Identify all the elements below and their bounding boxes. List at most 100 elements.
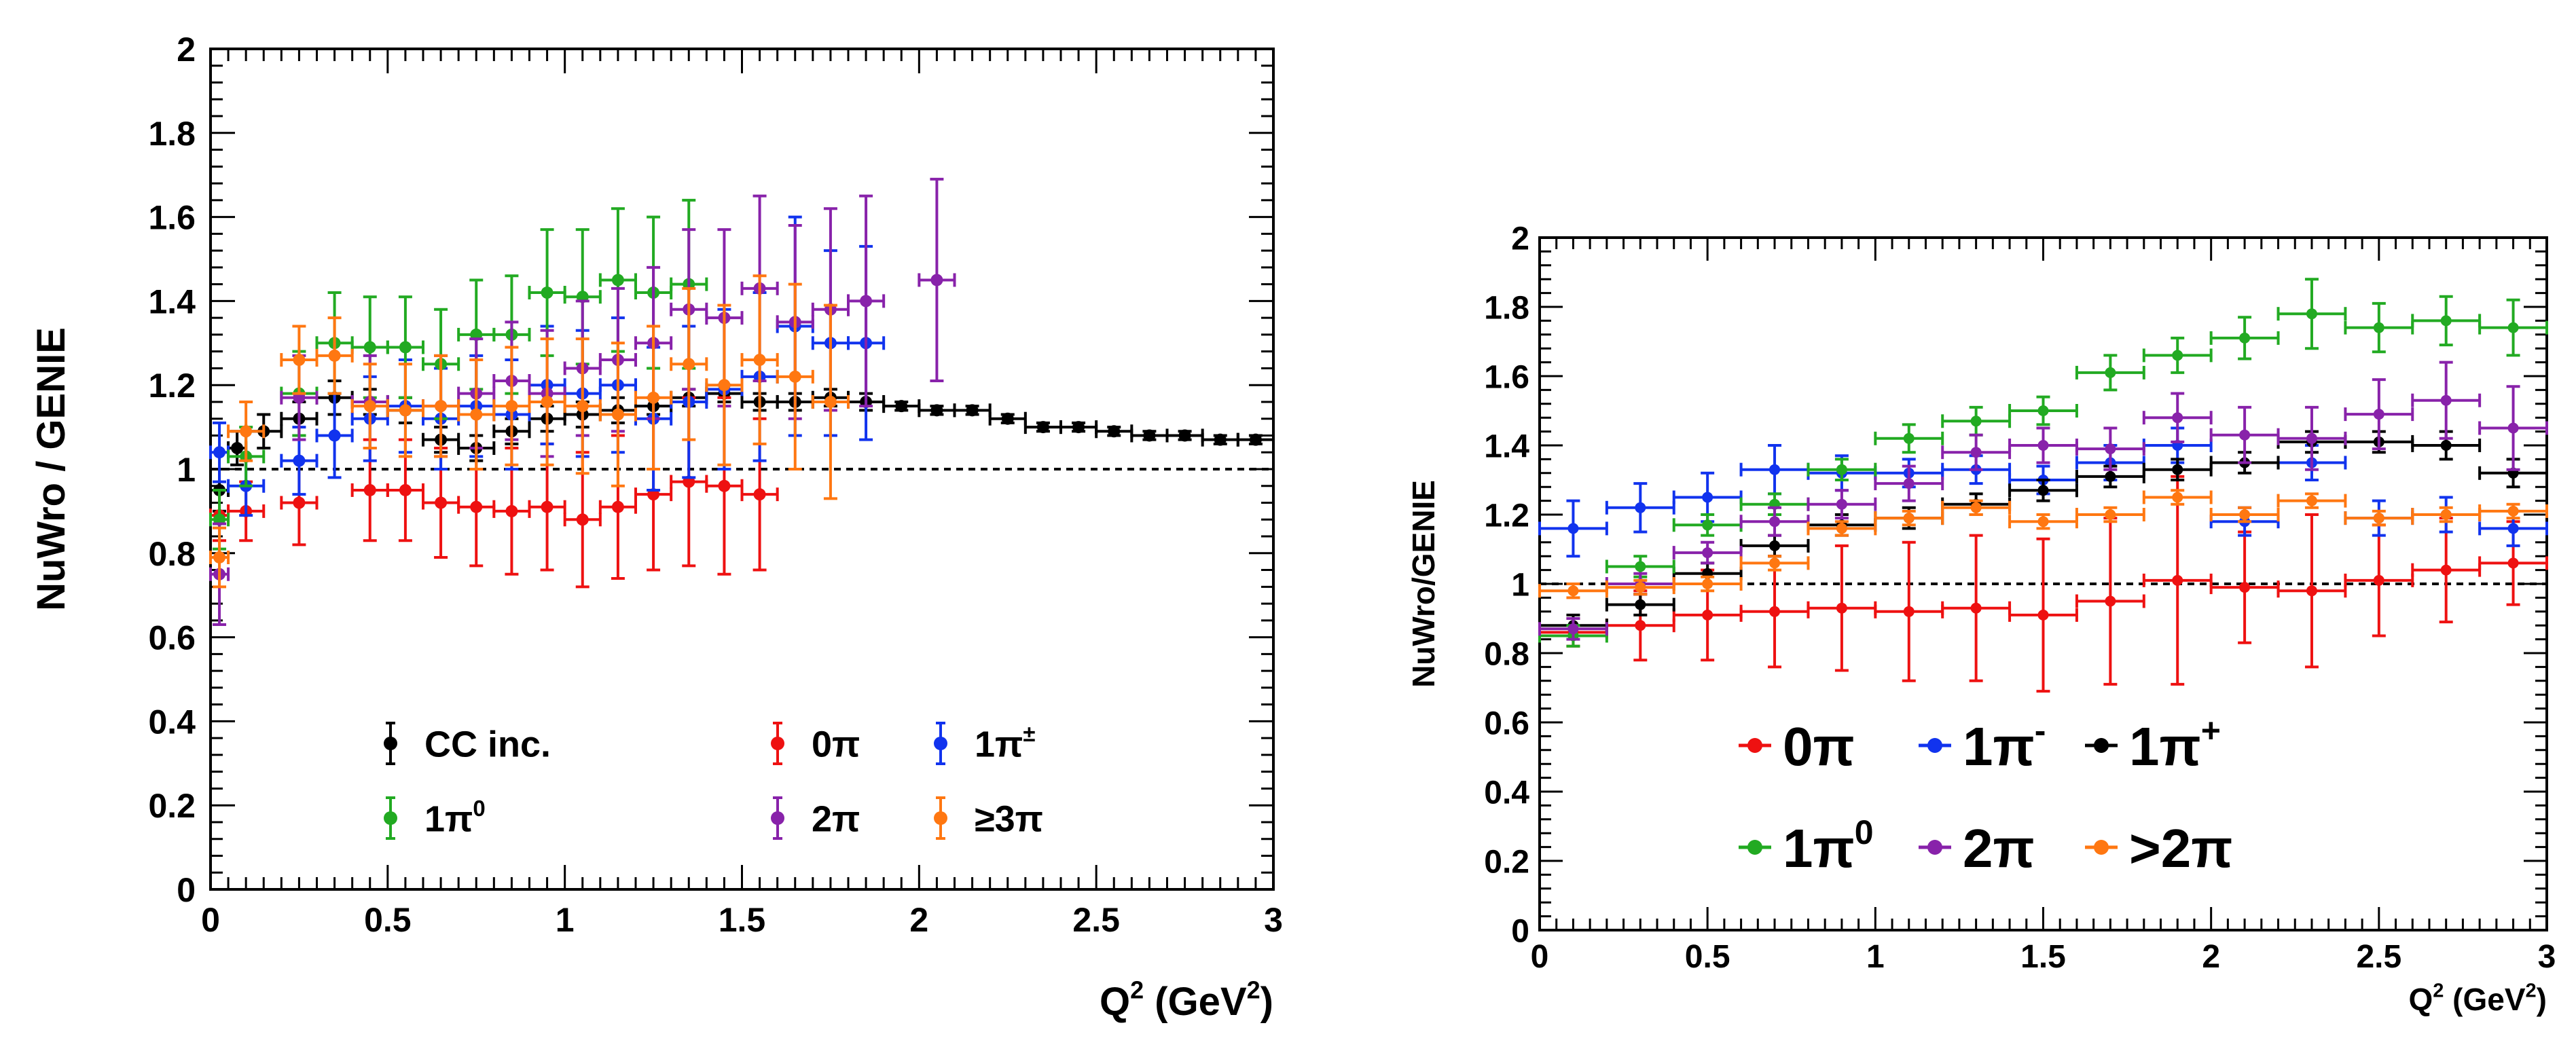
legend-swatch-marker — [934, 811, 947, 825]
data-point — [1605, 482, 1675, 534]
left-chart: 0 0.5 1 1.5 2 2.5 3 0 0.2 0.4 0.6 0.8 1 1.2 1.4 1.6 1.8 2… — [29, 31, 1283, 1024]
y-tick-label: 0 — [1511, 913, 1529, 949]
data-marker — [2373, 574, 2384, 586]
data-marker — [1836, 602, 1847, 614]
data-marker — [2373, 322, 2384, 333]
y-axis-label: NuWro/GENIE — [1406, 480, 1441, 688]
data-marker — [2105, 595, 2116, 607]
data-point — [2411, 295, 2482, 347]
data-point — [563, 337, 602, 475]
legend-label: >2π — [2129, 818, 2232, 879]
y-tick-label: 0.6 — [1484, 705, 1529, 741]
y-tick-label: 0.6 — [148, 619, 196, 657]
data-point — [2008, 426, 2078, 464]
data-marker — [2172, 464, 2183, 475]
data-marker — [2172, 492, 2183, 503]
legend-item: 1π0 — [1739, 813, 1874, 879]
data-marker — [363, 341, 376, 354]
right-chart: 0 0.5 1 1.5 2 2.5 3 0 0.2 0.4 0.6 0.8 1 1.2 1.4 1.6 1.8 2… — [1406, 221, 2556, 1017]
data-marker — [231, 442, 244, 455]
y-tick-label: 0.8 — [148, 535, 196, 573]
data-point — [2478, 385, 2548, 471]
legend-label: 0π — [812, 724, 860, 764]
data-marker — [753, 488, 766, 501]
data-point — [2075, 464, 2145, 489]
legend-item: 1π± — [934, 721, 1036, 765]
data-marker — [1143, 429, 1156, 442]
legend-item: 0π — [1739, 716, 1855, 777]
data-point — [1023, 420, 1062, 435]
data-marker — [1970, 415, 1982, 427]
data-point — [2411, 361, 2482, 440]
data-point — [2142, 458, 2213, 481]
data-marker — [2239, 429, 2251, 441]
axis-ticks — [209, 48, 1275, 891]
data-point — [847, 194, 886, 408]
data-marker — [753, 354, 766, 367]
data-marker — [505, 400, 518, 413]
legend-label: ≥3π — [975, 798, 1043, 839]
legend-swatch-marker — [771, 811, 784, 825]
data-marker — [895, 400, 908, 413]
legend: CC inc. 0π 1π± 1π0 2π ≥3π — [384, 721, 1043, 840]
data-point — [2276, 405, 2347, 471]
data-point — [386, 363, 424, 458]
data-marker — [1702, 492, 1713, 503]
data-marker — [1635, 502, 1646, 513]
data-point — [2344, 523, 2414, 638]
legend-label: 0π — [1783, 716, 1855, 777]
data-marker — [1836, 498, 1847, 510]
data-point — [2075, 426, 2145, 471]
legend-item: 1π- — [1919, 712, 2046, 777]
data-point — [2411, 517, 2482, 624]
y-tick-label: 0.8 — [1484, 636, 1529, 672]
data-marker — [2239, 509, 2251, 520]
data-point — [209, 526, 230, 589]
data-point — [2344, 509, 2414, 527]
data-marker — [293, 454, 306, 467]
y-tick-label: 1.4 — [1484, 428, 1529, 464]
legend-swatch-marker — [771, 737, 784, 750]
data-point — [705, 303, 744, 466]
data-point — [2209, 506, 2280, 523]
data-point — [1672, 540, 1743, 565]
data-point — [634, 325, 673, 470]
data-point — [2142, 489, 2213, 506]
data-marker — [1072, 421, 1085, 434]
data-point — [740, 274, 779, 445]
data-marker — [1635, 620, 1646, 631]
data-point — [2075, 506, 2145, 523]
data-marker — [1702, 578, 1713, 589]
legend-swatch-marker — [1747, 840, 1762, 855]
data-point — [209, 421, 230, 483]
data-marker — [1214, 433, 1227, 446]
data-point — [1538, 583, 1608, 599]
data-point — [2008, 513, 2078, 530]
y-tick-label: 1 — [1511, 567, 1529, 603]
x-tick-label: 1.5 — [2020, 939, 2066, 975]
data-marker — [611, 500, 624, 513]
legend-swatch-marker — [2094, 738, 2109, 753]
y-tick-label: 1.8 — [1484, 290, 1529, 326]
data-marker — [2239, 332, 2251, 344]
data-point — [1739, 444, 1810, 496]
x-tick-label: 2.5 — [2356, 939, 2401, 975]
data-marker — [1769, 464, 1781, 475]
x-tick-label: 1 — [556, 901, 575, 939]
data-point — [1874, 423, 1944, 454]
y-tick-label: 1.8 — [148, 115, 196, 153]
legend-swatch-marker — [934, 737, 947, 750]
data-point — [350, 363, 389, 450]
data-point — [492, 346, 531, 466]
data-marker — [2440, 564, 2452, 576]
legend-swatch-marker — [2094, 840, 2109, 855]
data-point — [2478, 520, 2548, 606]
data-marker — [2105, 509, 2116, 520]
data-marker — [683, 358, 695, 371]
data-marker — [1635, 599, 1646, 610]
data-marker — [541, 395, 554, 408]
data-point — [988, 411, 1027, 426]
y-tick-label: 2 — [1511, 221, 1529, 257]
data-marker — [1903, 432, 1915, 444]
x-tick-label: 0 — [201, 901, 220, 939]
